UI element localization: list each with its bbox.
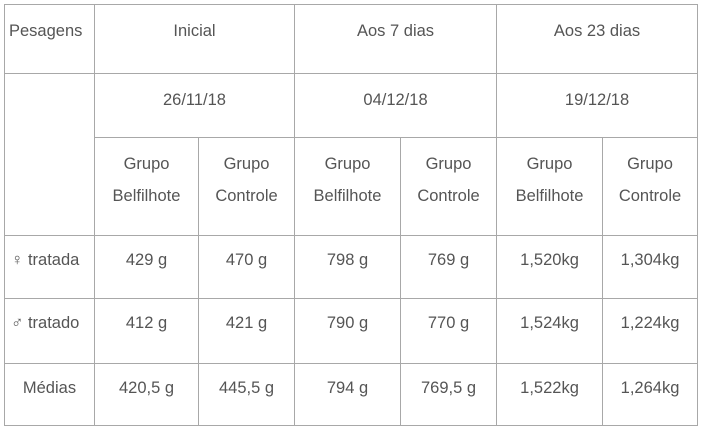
row-label-male: ♂ tratado (4, 298, 95, 364)
table-cell: 420,5 g (94, 363, 199, 426)
group-header: Grupo Controle (198, 137, 295, 236)
table-cell: 470 g (198, 235, 295, 299)
group-header-line2: Belfilhote (313, 187, 382, 205)
period-date-23-days: 19/12/18 (496, 73, 699, 138)
group-header-line1: Grupo (324, 155, 371, 173)
table-cell: 1,304kg (602, 235, 699, 299)
weighing-table: Pesagens Inicial Aos 7 dias Aos 23 dias … (4, 4, 699, 426)
group-header-line2: Controle (618, 187, 682, 205)
group-header-line1: Grupo (425, 155, 472, 173)
table-cell: 769,5 g (399, 363, 498, 426)
table-cell: 429 g (94, 235, 199, 299)
table-cell: 790 g (294, 298, 401, 364)
period-header-initial: Inicial (94, 4, 295, 74)
empty-corner-cell (4, 73, 95, 236)
table-cell: 1,520kg (496, 235, 604, 299)
table-cell: 1,522kg (496, 363, 604, 426)
group-header-line2: Belfilhote (515, 187, 584, 205)
table-cell: 1,224kg (602, 298, 699, 364)
period-date-7-days: 04/12/18 (293, 73, 498, 138)
table-cell: 1,524kg (496, 298, 604, 364)
table-cell: 770 g (399, 298, 498, 364)
group-header: Grupo Controle (602, 137, 699, 236)
group-header: Grupo Belfilhote (294, 137, 401, 236)
table-cell: 794 g (294, 363, 401, 426)
table-cell: 798 g (294, 235, 401, 299)
row-label-female: ♀ tratada (4, 235, 95, 299)
period-header-7-days: Aos 7 dias (293, 4, 498, 74)
group-header-line2: Controle (417, 187, 480, 205)
period-date-initial: 26/11/18 (94, 73, 295, 138)
group-header-line1: Grupo (627, 155, 673, 173)
table-cell: 769 g (399, 235, 498, 299)
group-header-line1: Grupo (223, 155, 270, 173)
period-header-23-days: Aos 23 dias (496, 4, 699, 74)
row-label-averages: Médias (4, 363, 95, 426)
group-header: Grupo Belfilhote (94, 137, 199, 236)
group-header: Grupo Belfilhote (496, 137, 604, 236)
table-cell: 412 g (94, 298, 199, 364)
group-header-line2: Belfilhote (112, 187, 181, 205)
group-header-line2: Controle (215, 187, 278, 205)
table-cell: 445,5 g (198, 363, 295, 426)
group-header: Grupo Controle (399, 137, 498, 236)
corner-header: Pesagens (4, 4, 95, 74)
group-header-line1: Grupo (123, 155, 170, 173)
table-cell: 1,264kg (602, 363, 699, 426)
group-header-line1: Grupo (526, 155, 573, 173)
table-cell: 421 g (198, 298, 295, 364)
